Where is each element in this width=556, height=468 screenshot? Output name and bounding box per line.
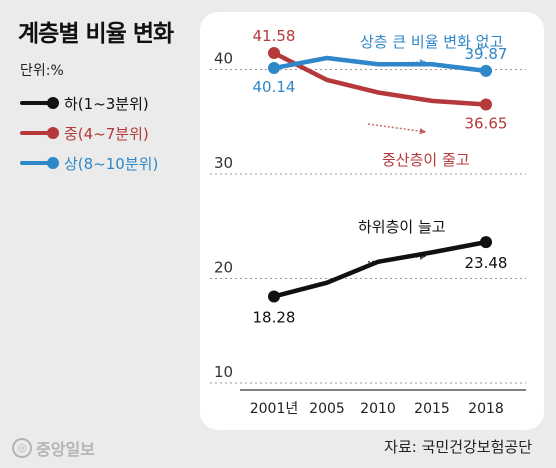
x-tick-label: 2001년 (250, 401, 299, 417)
data-label: 18.28 (253, 308, 296, 326)
data-point-2-0 (268, 62, 280, 75)
annotation-arrowhead (419, 253, 426, 260)
annotation-text: 중산층이 줄고 (382, 151, 470, 169)
data-label: 41.58 (253, 27, 296, 45)
legend-label-low: 하(1~3분위) (64, 94, 149, 113)
annotation-arrow (367, 255, 427, 263)
legend: 하(1~3분위) 중(4~7분위) 상(8~10분위) (20, 88, 158, 178)
data-label: 23.48 (465, 254, 508, 272)
chart-title: 계층별 비율 변화 (18, 21, 174, 47)
data-label: 36.65 (465, 115, 508, 133)
data-point-1-0 (268, 46, 280, 59)
annotation-arrowhead (419, 127, 426, 135)
data-point-1-4 (480, 98, 492, 111)
x-tick-label: 2015 (414, 401, 450, 417)
legend-item-mid: 중(4~7분위) (20, 118, 158, 148)
legend-swatch-low (20, 97, 59, 109)
y-tick-label: 20 (214, 259, 233, 277)
brand-icon: ◎ (12, 438, 32, 458)
data-point-0-0 (268, 290, 280, 303)
annotation-arrow (367, 61, 427, 65)
annotation-arrow (367, 123, 427, 133)
brand-name: 중앙일보 (36, 440, 95, 459)
brand-logo: ◎ 중앙일보 (12, 436, 95, 460)
annotation-text: 하위층이 늘고 (358, 218, 446, 236)
data-point-2-4 (480, 64, 492, 77)
annotation-arrowhead (419, 58, 426, 66)
source-note: 자료: 국민건강보험공단 (384, 438, 532, 456)
legend-label-high: 상(8~10분위) (64, 154, 159, 173)
legend-label-mid: 중(4~7분위) (64, 124, 149, 143)
data-label: 39.87 (465, 45, 508, 63)
y-tick-label: 40 (214, 50, 233, 68)
legend-swatch-mid (20, 127, 59, 139)
x-tick-label: 2018 (468, 401, 504, 417)
series-line-0 (271, 239, 489, 299)
chart-panel (200, 12, 544, 430)
annotation-text: 상층 큰 비율 변화 없고 (360, 33, 503, 51)
legend-item-low: 하(1~3분위) (20, 88, 158, 118)
x-tick-label: 2005 (309, 401, 345, 417)
unit-label: 단위:% (20, 63, 64, 79)
y-tick-label: 10 (214, 363, 233, 381)
y-tick-label: 30 (214, 154, 233, 172)
data-label: 40.14 (253, 78, 296, 96)
x-tick-label: 2010 (360, 401, 396, 417)
series-line-1 (271, 50, 489, 107)
legend-item-high: 상(8~10분위) (20, 148, 158, 178)
legend-swatch-high (20, 157, 59, 169)
data-point-0-4 (480, 236, 492, 249)
